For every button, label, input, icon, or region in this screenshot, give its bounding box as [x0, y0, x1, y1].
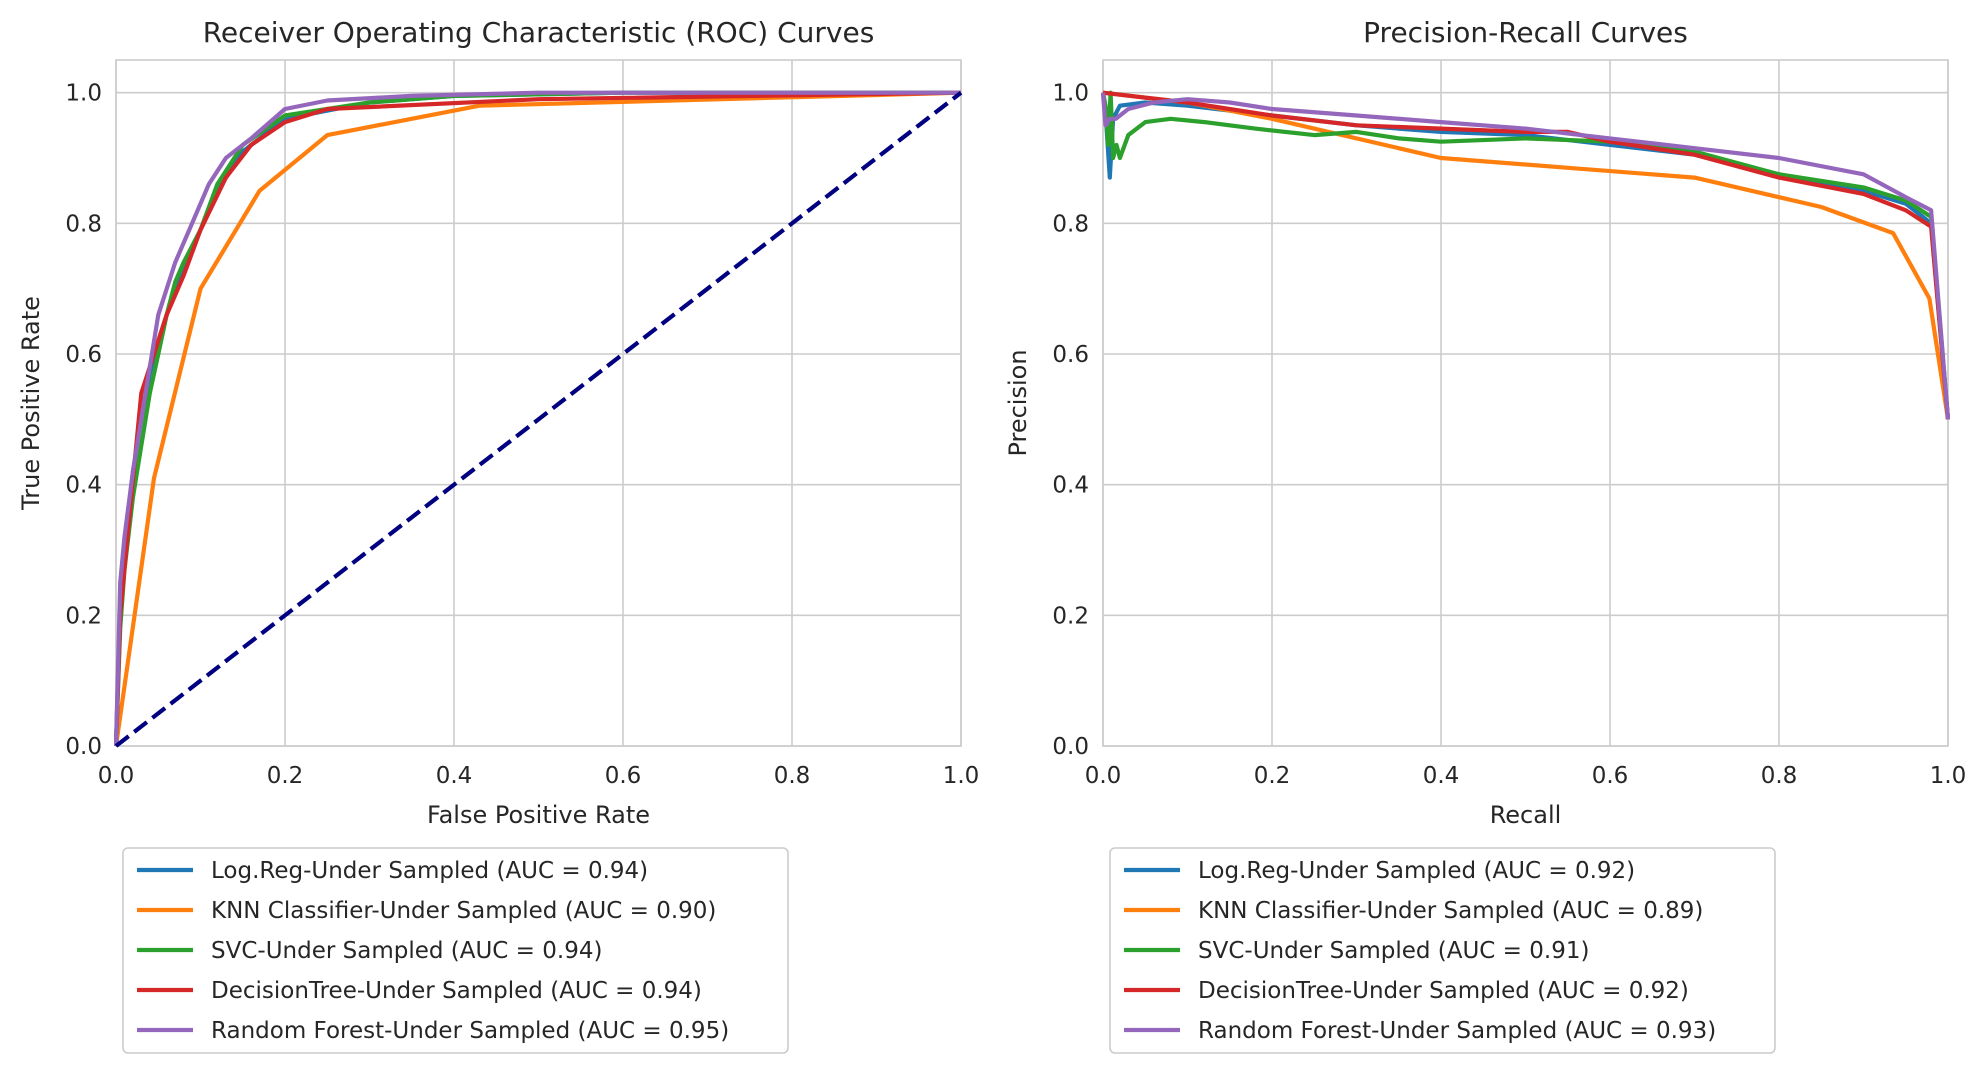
- x-tick-label: 0.8: [1761, 763, 1798, 789]
- x-tick-label: 1.0: [1930, 763, 1967, 789]
- series-line-2: [1102, 90, 1950, 420]
- x-tick-label: 0.4: [1423, 763, 1460, 789]
- y-tick-label: 0.4: [1052, 473, 1089, 499]
- legend-label: Random Forest-Under Sampled (AUC = 0.95): [211, 1018, 729, 1044]
- y-tick-label: 0.2: [1052, 603, 1089, 629]
- plot-frame: [115, 59, 962, 747]
- y-tick-label: 0.2: [65, 603, 102, 629]
- series-line-5: [1101, 92, 1950, 420]
- series-line-3: [1101, 90, 1950, 420]
- legend-label: Log.Reg-Under Sampled (AUC = 0.92): [1198, 858, 1635, 884]
- chart-title: Precision-Recall Curves: [1363, 16, 1688, 49]
- chart-title: Receiver Operating Characteristic (ROC) …: [203, 16, 875, 49]
- legend-label: KNN Classifier-Under Sampled (AUC = 0.90…: [211, 898, 716, 924]
- x-tick-label: 0.2: [1254, 763, 1291, 789]
- legend-label: Log.Reg-Under Sampled (AUC = 0.94): [211, 858, 648, 884]
- x-tick-label: 0.6: [1592, 763, 1629, 789]
- legend-label: Random Forest-Under Sampled (AUC = 0.93): [1198, 1018, 1716, 1044]
- series-group: [114, 90, 963, 748]
- x-tick-label: 0.0: [1085, 763, 1122, 789]
- series-line-2: [114, 90, 962, 747]
- x-tick-label: 0.0: [98, 763, 135, 789]
- legend: Log.Reg-Under Sampled (AUC = 0.92) KNN Cl…: [1109, 847, 1776, 1054]
- legend-label: DecisionTree-Under Sampled (AUC = 0.92): [1198, 978, 1689, 1004]
- legend: Log.Reg-Under Sampled (AUC = 0.94) KNN Cl…: [122, 847, 789, 1054]
- x-tick-label: 0.6: [605, 763, 642, 789]
- legend-label: SVC-Under Sampled (AUC = 0.91): [1198, 938, 1589, 964]
- series-line-5: [114, 90, 961, 747]
- legend-label: SVC-Under Sampled (AUC = 0.94): [211, 938, 602, 964]
- legend-label: DecisionTree-Under Sampled (AUC = 0.94): [211, 978, 702, 1004]
- x-tick-label: 1.0: [943, 763, 980, 789]
- chart-2: 0.0 0.2 0.4 0.6 0.8 1.0 0.0 0.2 0.4 0.6 0.8 1.0 Prec…: [1004, 16, 1967, 1054]
- x-tick-label: 0.4: [436, 763, 473, 789]
- legend-box: [1109, 847, 1776, 1054]
- chart-1: 0.0 0.2 0.4 0.6 0.8 1.0 0.0 0.2 0.4 0.6 0.8 1.0 Rece…: [17, 16, 980, 1054]
- y-tick-label: 1.0: [1052, 81, 1089, 107]
- y-axis-label: Precision: [1004, 349, 1032, 456]
- y-tick-label: 0.0: [65, 734, 102, 760]
- series-group: [1101, 90, 1950, 420]
- x-tick-label: 0.2: [267, 763, 304, 789]
- series-line-1: [1101, 92, 1950, 420]
- x-tick-label: 0.8: [774, 763, 811, 789]
- y-tick-label: 0.8: [1052, 211, 1089, 237]
- y-tick-label: 0.6: [65, 342, 102, 368]
- y-tick-label: 0.8: [65, 211, 102, 237]
- diagonal-reference-line: [114, 91, 963, 748]
- legend-box: [122, 847, 789, 1054]
- series-line-4: [1102, 90, 1950, 420]
- y-tick-label: 0.4: [65, 473, 102, 499]
- legend-label: KNN Classifier-Under Sampled (AUC = 0.89…: [1198, 898, 1703, 924]
- y-tick-label: 0.6: [1052, 342, 1089, 368]
- x-axis-label: False Positive Rate: [427, 801, 650, 829]
- y-tick-label: 0.0: [1052, 734, 1089, 760]
- y-tick-label: 1.0: [65, 81, 102, 107]
- x-axis-label: Recall: [1490, 801, 1562, 829]
- y-axis-label: True Positive Rate: [17, 296, 45, 511]
